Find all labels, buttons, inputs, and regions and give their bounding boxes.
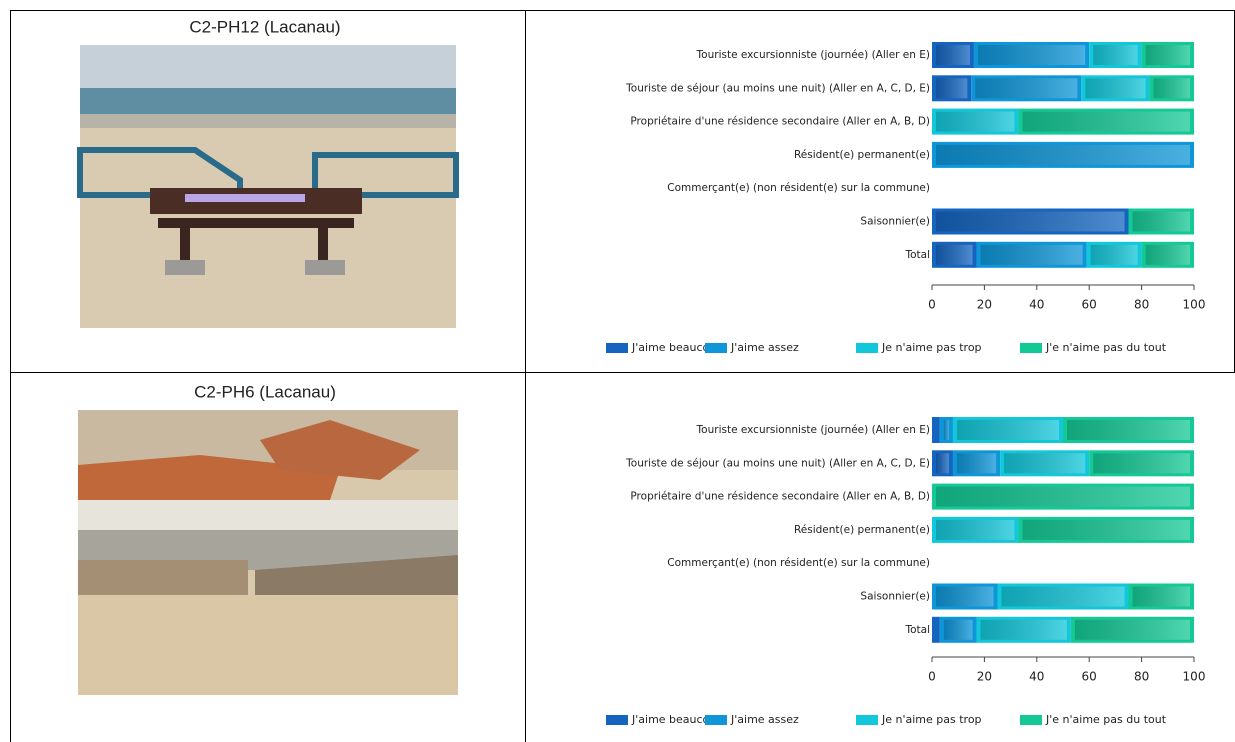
bar-shade <box>1085 78 1146 99</box>
category-label: Propriétaire d'une résidence secondaire … <box>630 491 930 503</box>
category-label: Touriste excursionniste (journée) (Aller… <box>696 424 930 436</box>
x-tick-label: 60 <box>1082 298 1097 312</box>
bar-shade <box>936 78 968 99</box>
x-tick-label: 20 <box>977 298 992 312</box>
x-tick-label: 0 <box>928 670 936 684</box>
legend-label: J'e n'aime pas du tout <box>1045 713 1167 726</box>
bar-shade <box>1132 586 1190 607</box>
bar-shade <box>936 45 970 65</box>
x-tick-label: 100 <box>1183 298 1206 312</box>
bar-shade <box>956 420 1059 440</box>
legend-swatch <box>1020 715 1042 725</box>
bar-shade <box>936 486 1190 507</box>
legend-label: Je n'aime pas trop <box>881 341 982 354</box>
bar-shade <box>936 586 994 607</box>
bar-shade <box>1132 211 1190 232</box>
bar-shade <box>1001 586 1125 607</box>
bar-shade <box>943 619 973 640</box>
photo-caption: C2-PH6 (Lacanau) <box>194 382 336 401</box>
bar-shade <box>1022 519 1190 540</box>
category-label: Touriste de séjour (au moins une nuit) (… <box>625 82 930 94</box>
bar-segment <box>932 616 940 643</box>
bar-shade <box>1004 453 1086 474</box>
bar-shade <box>1145 45 1190 65</box>
legend-swatch <box>1020 343 1042 353</box>
bar-shade <box>1153 78 1190 99</box>
bar-shade <box>956 453 997 474</box>
bar-shade <box>1093 45 1138 65</box>
category-label: Propriétaire d'une résidence secondaire … <box>630 116 930 128</box>
legend-swatch <box>856 715 878 725</box>
x-tick-label: 40 <box>1029 670 1044 684</box>
bar-shade <box>980 619 1067 640</box>
legend-label: J'aime beaucoup <box>631 341 723 354</box>
x-tick-label: 20 <box>977 670 992 684</box>
legend-label: Je n'aime pas trop <box>881 713 982 726</box>
legend-label: J'aime assez <box>730 713 799 726</box>
x-tick-label: 60 <box>1082 670 1097 684</box>
x-tick-label: 80 <box>1134 298 1149 312</box>
category-label: Saisonnier(e) <box>860 216 930 228</box>
bar-shade <box>936 111 1015 132</box>
category-label: Résident(e) permanent(e) <box>794 149 930 161</box>
bar-shade <box>936 519 1015 540</box>
bar-shade <box>975 78 1078 99</box>
bar-shade <box>977 45 1086 65</box>
legend-label: J'aime assez <box>730 341 799 354</box>
legend-swatch <box>705 715 727 725</box>
bar-shade <box>1093 453 1190 474</box>
legend-label: J'e n'aime pas du tout <box>1045 341 1167 354</box>
bar-shade <box>1145 244 1190 265</box>
category-label: Total <box>904 249 930 261</box>
photo-houses <box>78 410 458 695</box>
bar-shade <box>980 244 1083 265</box>
bar-shade <box>936 144 1190 165</box>
bar-shade <box>1067 420 1190 440</box>
bar-shade <box>1022 111 1190 132</box>
legend-swatch <box>705 343 727 353</box>
legend-swatch <box>606 343 628 353</box>
photo-beach <box>77 45 459 328</box>
bar-shade <box>936 453 949 474</box>
photo-caption: C2-PH12 (Lacanau) <box>189 17 340 36</box>
x-tick-label: 100 <box>1183 670 1206 684</box>
x-tick-label: 0 <box>928 298 936 312</box>
x-tick-label: 40 <box>1029 298 1044 312</box>
bar-shade <box>1074 619 1190 640</box>
bar-shade <box>936 211 1125 232</box>
category-label: Saisonnier(e) <box>860 591 930 603</box>
category-label: Total <box>904 624 930 636</box>
legend-swatch <box>606 715 628 725</box>
category-label: Commerçant(e) (non résident(e) sur la co… <box>667 557 930 569</box>
category-label: Résident(e) permanent(e) <box>794 524 930 536</box>
legend-label: J'aime beaucoup <box>631 713 723 726</box>
category-label: Touriste excursionniste (journée) (Aller… <box>696 49 930 61</box>
category-label: Touriste de séjour (au moins une nuit) (… <box>625 457 930 469</box>
bar-shade <box>936 244 973 265</box>
x-tick-label: 80 <box>1134 670 1149 684</box>
bar-segment <box>932 417 940 443</box>
bar-shade <box>1090 244 1138 265</box>
category-label: Commerçant(e) (non résident(e) sur la co… <box>667 182 930 194</box>
bar-shade <box>943 420 949 440</box>
legend-swatch <box>856 343 878 353</box>
